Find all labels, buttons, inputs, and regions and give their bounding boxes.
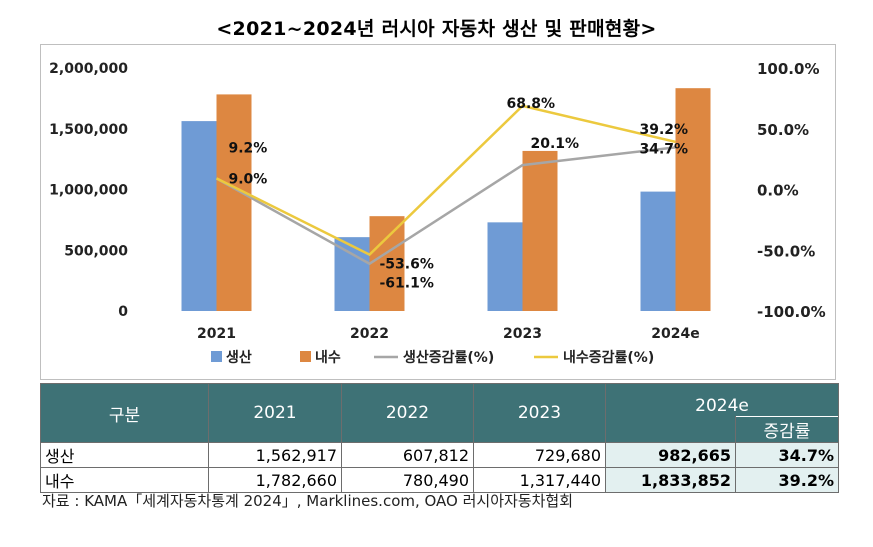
data-label: -53.6% [380,257,434,273]
header-change-rate: 증감률 [735,416,839,443]
y-right-tick-label: 100.0% [757,60,819,78]
row-label-domestic: 내수 [40,467,209,493]
chart-title: <2021~2024년 러시아 자동차 생산 및 판매현황> [216,18,657,40]
header-category: 구분 [40,383,209,443]
legend-label: 내수 [315,350,341,366]
y-left-tick-label: 500,000 [64,243,128,259]
bar-domestic [369,216,405,311]
cell-domestic-2023: 1,317,440 [473,467,606,493]
cell-domestic-2021: 1,782,660 [208,467,342,493]
table-row: 내수 1,782,660 780,490 1,317,440 1,833,852… [40,467,839,493]
cell-domestic-2022: 780,490 [341,467,474,493]
data-label: 9.0% [229,172,268,188]
header-2022: 2022 [341,383,474,443]
y-left-tick-label: 0 [118,304,128,320]
data-label: 39.2% [640,122,689,138]
bar-domestic [216,94,252,312]
header-2021: 2021 [208,383,342,443]
x-tick-label: 2021 [197,326,236,342]
header-2024e: 2024e [605,383,839,417]
y-left-tick-label: 1,000,000 [49,183,128,199]
bar-production [334,237,370,311]
table-header-row: 구분 2021 2022 2023 2024e [40,383,839,443]
y-right-tick-label: -100.0% [757,303,826,321]
data-label: 34.7% [640,141,689,157]
legend-label: 생산증감률(%) [403,349,494,366]
bar-production [181,121,217,311]
cell-production-2022: 607,812 [341,442,474,468]
y-left-tick-label: 2,000,000 [49,61,128,77]
cell-domestic-change: 39.2% [735,467,839,493]
header-2023: 2023 [473,383,606,443]
header-2024e-spacer [605,416,736,443]
data-label: 9.2% [229,140,268,156]
chart-frame [40,44,836,380]
cell-production-2023: 729,680 [473,442,606,468]
cell-production-2021: 1,562,917 [208,442,342,468]
y-left-tick-label: 1,500,000 [49,122,128,138]
data-label: -61.1% [380,276,434,292]
x-tick-label: 2023 [503,326,542,342]
line-production-rate [215,146,676,266]
legend-swatch [300,351,311,362]
cell-production-change: 34.7% [735,442,839,468]
legend-label: 내수증감률(%) [563,349,654,366]
legend-label: 생산 [226,349,252,366]
y-right-tick-label: -50.0% [757,242,815,260]
combo-chart: 0 500,000 1,000,000 1,500,000 2,000,000 -100.… [49,60,826,366]
bar-domestic [675,88,711,311]
data-label: 20.1% [531,136,580,152]
table-row: 생산 1,562,917 607,812 729,680 982,665 34.… [40,442,839,468]
y-right-tick-label: 50.0% [757,121,809,139]
bar-production [487,222,523,311]
y-right-tick-label: 0.0% [757,182,799,200]
source-note: 자료 : KAMA「세계자동차통계 2024」, Marklines.com, … [42,492,574,510]
cell-domestic-2024e: 1,833,852 [605,467,736,493]
legend-swatch [211,351,222,362]
bar-domestic [522,150,558,311]
x-tick-label: 2022 [350,326,389,342]
line-domestic-rate [215,104,676,257]
data-label: 68.8% [507,96,556,112]
cell-production-2024e: 982,665 [605,442,736,468]
x-tick-label: 2024e [651,326,699,342]
bar-production [640,191,676,311]
data-table: 구분 2021 2022 2023 2024e 증감률 생산 1,562,917… [40,383,839,493]
row-label-production: 생산 [40,442,209,468]
